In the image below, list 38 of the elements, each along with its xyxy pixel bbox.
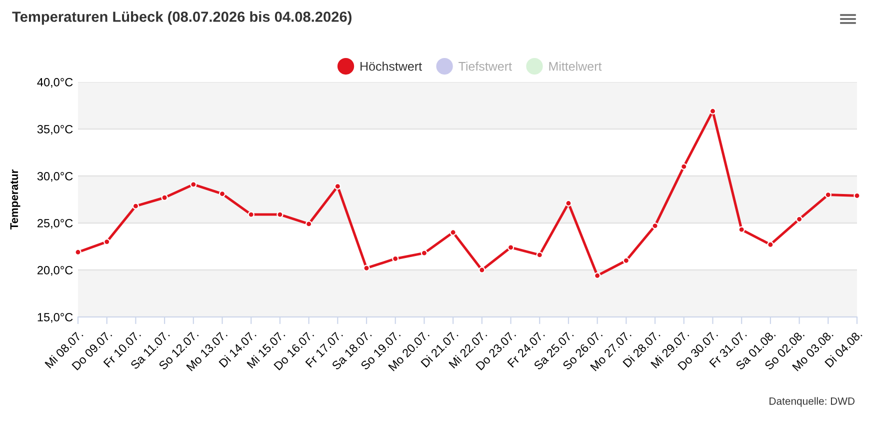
y-tick-label: 20,0°C: [38, 266, 73, 276]
point: [218, 190, 226, 198]
y-tick-label: 15,0°C: [38, 313, 73, 323]
y-tick-label: 35,0°C: [37, 125, 73, 135]
point: [74, 248, 82, 256]
point: [796, 216, 803, 223]
point: [738, 226, 745, 233]
y-tick-label: 25,0°C: [38, 219, 73, 229]
point: [565, 200, 572, 207]
point: [767, 241, 774, 248]
point: [709, 108, 716, 114]
chart-title: Temperaturen Lübeck (08.07.2026 bis 04.08.2026): [12, 11, 352, 25]
legend-label: Höchstwert: [360, 62, 422, 71]
point: [190, 181, 197, 188]
point: [248, 211, 254, 218]
point: [420, 250, 428, 256]
point: [478, 266, 486, 274]
point: [161, 194, 168, 201]
point: [334, 183, 341, 190]
point: [507, 244, 514, 251]
point: [536, 252, 543, 258]
point: [132, 202, 140, 210]
y-tick-label: 40,0°C: [37, 78, 73, 88]
point: [594, 272, 601, 279]
point: [824, 191, 832, 198]
point: [652, 222, 658, 230]
point: [305, 220, 312, 228]
y-tick-label: 30,0°C: [37, 172, 73, 182]
point: [854, 192, 860, 200]
point: [450, 229, 456, 236]
point: [622, 257, 630, 264]
point: [363, 264, 370, 272]
text: Datenquelle: DWD: [770, 397, 855, 407]
legend-label: Mittelwert: [549, 62, 602, 71]
y-axis-title: Temperatur: [10, 170, 20, 230]
point: [680, 163, 688, 170]
legend-label: Tiefstwert: [458, 62, 512, 71]
point: [276, 211, 284, 218]
